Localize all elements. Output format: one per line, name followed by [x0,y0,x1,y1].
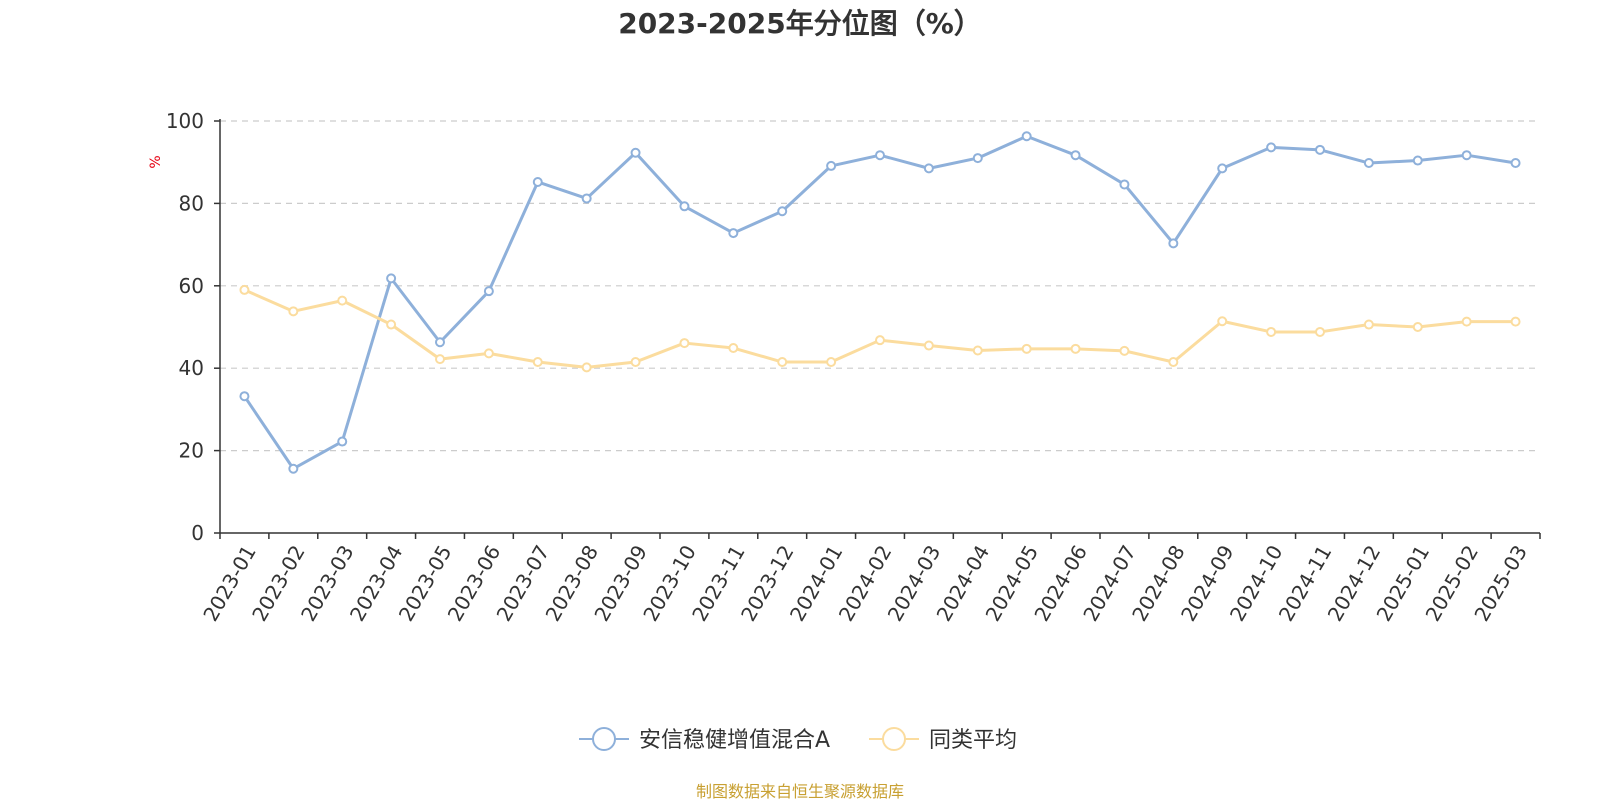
data-point[interactable] [337,436,348,447]
data-point[interactable] [435,337,445,348]
y-tick-label: 40 [179,356,204,380]
y-axis-ticks: 0 20 40 60 80 100 [166,109,220,545]
series-line [243,134,1516,471]
data-point[interactable] [728,343,739,354]
x-axis-ticks: 2023-012023-022023-032023-042023-052023-… [198,533,1541,625]
legend-label-peer-average: 同类平均 [929,728,1017,753]
data-point[interactable] [1119,179,1130,190]
data-point[interactable] [337,295,348,306]
data-point[interactable] [777,206,788,217]
data-point[interactable] [1070,343,1081,354]
data-point[interactable] [972,345,983,356]
data-point[interactable] [1168,357,1179,368]
y-axis-label: % [148,155,164,168]
data-point[interactable] [1510,316,1521,327]
data-point[interactable] [435,354,445,365]
data-point[interactable] [483,348,494,359]
data-point[interactable] [1266,142,1277,153]
chart-title: 2023-2025年分位图（%） [618,7,982,40]
data-point[interactable] [1217,163,1228,174]
data-point[interactable] [1315,144,1325,155]
legend-item-peer-average[interactable]: 同类平均 [869,727,1017,753]
y-tick-label: 0 [191,521,204,545]
y-tick-label: 100 [166,109,204,133]
data-point[interactable] [532,176,543,187]
y-tick-label: 20 [179,439,204,463]
data-point[interactable] [1363,319,1374,330]
legend-swatch-marker [882,727,906,751]
data-point[interactable] [679,338,690,349]
data-point[interactable] [972,153,983,164]
data-point[interactable] [1412,322,1423,332]
data-point[interactable] [1266,326,1277,337]
data-point[interactable] [1461,150,1472,161]
legend-item-fund[interactable]: 安信稳健增值混合A [579,727,830,753]
legend-label-fund: 安信稳健增值混合A [639,728,830,753]
data-point[interactable] [630,147,641,158]
data-point[interactable] [1021,131,1032,142]
data-point[interactable] [1021,343,1032,354]
data-point[interactable] [777,357,788,368]
data-point[interactable] [630,357,641,368]
y-tick-label: 80 [179,191,204,215]
data-point[interactable] [923,163,934,174]
data-point[interactable] [728,228,739,239]
data-point[interactable] [1461,316,1472,327]
data-point[interactable] [1070,150,1081,161]
series-line [243,288,1516,369]
data-point[interactable] [239,391,250,402]
data-point[interactable] [581,362,592,373]
grid-lines [220,120,1540,452]
data-point[interactable] [875,150,885,161]
data-point[interactable] [923,340,934,351]
data-point[interactable] [532,357,543,368]
data-point[interactable] [581,193,592,204]
series-1 [239,284,1521,373]
data-point[interactable] [875,335,885,346]
data-point[interactable] [483,286,494,297]
series-0 [239,131,1521,474]
legend-swatch-marker [592,727,616,751]
series-layer [239,131,1521,474]
data-point[interactable] [288,463,299,474]
data-point[interactable] [1315,326,1325,337]
y-tick-label: 60 [179,274,204,298]
data-point[interactable] [1168,238,1179,249]
data-point[interactable] [239,284,250,295]
data-point[interactable] [288,306,299,317]
data-point[interactable] [1217,316,1228,327]
data-point[interactable] [386,319,397,330]
legend: 安信稳健增值混合A 同类平均 [579,727,1017,753]
data-point[interactable] [1412,155,1423,166]
data-point[interactable] [1510,158,1521,169]
data-point[interactable] [386,273,397,284]
axes [219,119,1540,534]
data-point[interactable] [679,201,690,212]
data-point[interactable] [826,160,837,171]
data-point[interactable] [826,357,837,368]
data-point[interactable] [1119,345,1130,356]
data-point[interactable] [1363,158,1374,169]
data-source-note: 制图数据来自恒生聚源数据库 [696,782,904,800]
